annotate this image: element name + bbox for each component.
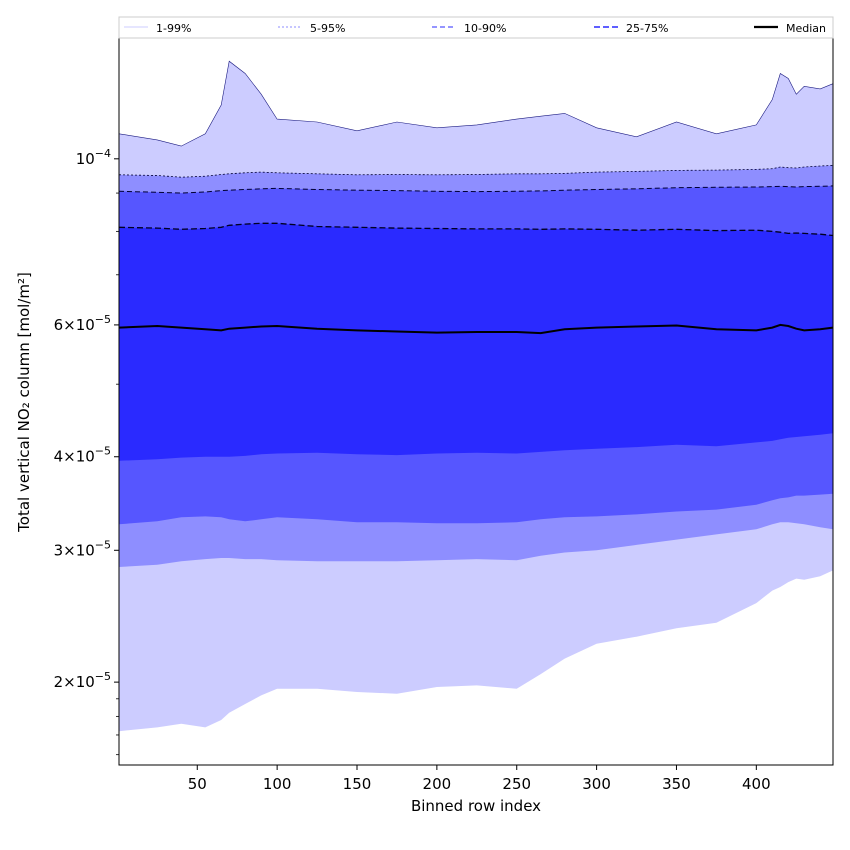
legend-label: 25-75% [626,22,668,35]
band-1-99-upper-line [118,60,834,147]
x-tick-label: 200 [423,775,452,793]
legend-label: 10-90% [464,22,506,35]
y-tick-label: 10−4 [76,147,111,168]
y-tick-label: 6×10−5 [54,313,111,334]
x-tick-label: 400 [742,775,771,793]
median-line [118,323,834,335]
x-tick-label: 150 [343,775,372,793]
y-axis-label: Total vertical NO₂ column [mol/m²] [15,272,33,533]
legend-box [118,16,834,39]
x-tick-label: 250 [502,775,531,793]
x-axis-label: Binned row index [411,797,541,815]
x-tick-label: 350 [662,775,691,793]
y-tick-label: 4×10−5 [54,445,111,466]
band-5-95-upper-line [118,165,834,178]
y-tick-label: 2×10−5 [54,670,111,691]
band-10-90-upper-line [118,185,834,194]
x-axis: 50 100 150 200 250 300 350 400 [188,765,771,793]
band-25-75-upper-line [118,222,834,237]
x-tick-label: 300 [582,775,611,793]
y-axis: 2×10−5 3×10−5 4×10−5 6×10−5 10−4 [54,147,119,756]
legend: 1-99% 5-95% 10-90% 25-75% Median [118,16,834,39]
x-tick-label: 50 [188,775,207,793]
plot-area [118,60,834,732]
legend-label: Median [786,22,826,35]
x-tick-label: 100 [263,775,292,793]
band-25-75-area [119,223,833,461]
y-tick-label: 3×10−5 [54,538,111,559]
legend-label: 1-99% [156,22,191,35]
legend-label: 5-95% [310,22,345,35]
